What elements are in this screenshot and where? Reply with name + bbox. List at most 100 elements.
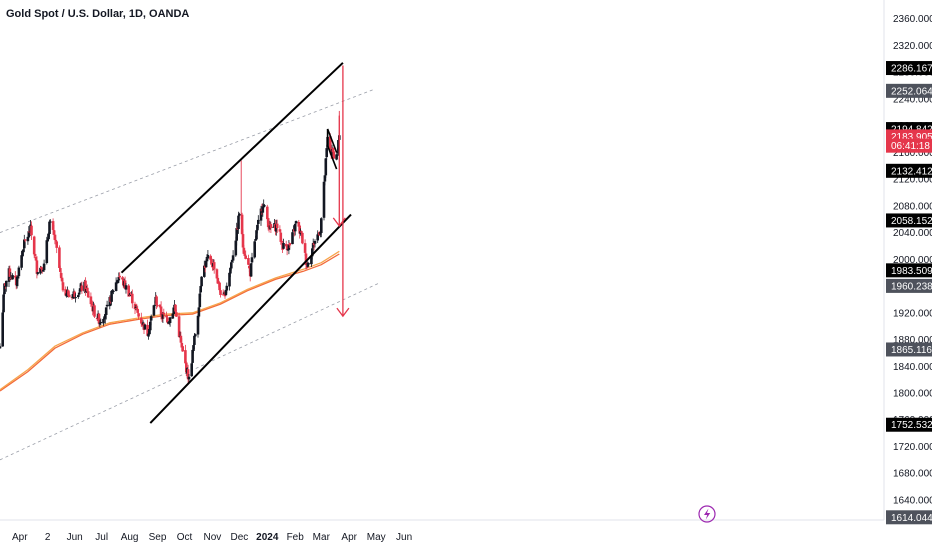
price-label-text: 2252.064 [891,86,932,97]
candle-body [77,295,80,298]
candle-body [323,175,327,182]
price-label: 1752.532 [886,417,932,432]
candle-body [124,285,128,290]
candle-body [153,304,157,306]
candle-body [231,255,235,261]
candle-body [148,328,151,335]
price-tick-label: 1800.000 [893,389,932,400]
candle-body [337,140,340,151]
candle-body [253,241,256,258]
time-tick-label: Aug [121,532,139,543]
candle-body [137,313,140,317]
lightning-icon[interactable] [698,505,716,523]
candle-body [155,296,158,305]
candle-body [168,317,172,324]
candle-body [254,239,257,241]
candle-body [65,293,68,297]
candle-body [287,244,291,250]
candle-body [204,260,208,268]
candle-body [241,234,245,248]
candle-body [133,303,137,310]
candle-body [39,267,42,274]
price-label: 2058.152 [886,213,932,228]
candle-body [278,229,282,232]
candle-body [22,249,25,252]
candle-body [104,314,107,319]
candle-body [306,262,310,267]
candle-body [257,219,260,224]
candle-body [99,322,103,324]
price-label: 2252.064 [886,83,932,98]
dashed-line-lower [0,282,380,461]
time-tick-label: Nov [204,532,222,543]
candle-body [228,272,231,287]
candle-body [198,293,202,307]
price-tick-label: 2240.000 [893,94,932,105]
candle-body [192,345,195,351]
price-label: 1960.238 [886,278,932,293]
candle-body [284,243,288,247]
candle-body [156,305,159,307]
candle-body [175,312,178,317]
candle-body [249,263,253,277]
candle-body [136,309,139,313]
candle-body [200,276,203,287]
target-arrows [332,65,350,318]
candle-body [335,154,338,160]
candle-body [68,294,71,297]
candle-body [172,307,175,315]
candles [0,110,341,384]
candle-body [297,222,301,227]
candle-body [0,346,2,349]
candle-body [118,275,121,278]
channel-upper-line [120,62,344,274]
candle-body [224,289,228,296]
candle-body [105,304,109,307]
candle-body [181,346,184,352]
candle-body [74,297,77,299]
candle-body [331,148,335,153]
candle-body [23,239,27,241]
candle-body [190,363,193,377]
candle-body [285,245,289,251]
candle-body [293,223,297,232]
candle-body [310,255,313,265]
time-tick-label: Apr [341,532,357,543]
candle-body [110,290,113,302]
candle-body [64,289,67,296]
price-tick-label: 2320.000 [893,41,932,52]
candle-body [177,316,181,337]
price-label-text: 2286.167 [891,64,932,75]
candle-body [97,313,101,324]
time-tick-label: Mar [313,532,331,543]
candle-body [259,208,263,221]
price-label: 06:41:18 [886,138,932,153]
candle-body [238,213,241,216]
candle-body [55,241,58,248]
candle-body [78,288,82,292]
candle-body [73,291,76,297]
candle-body [209,256,212,260]
candle-body [159,306,163,316]
flag-pattern [326,128,338,170]
time-tick-label: Oct [177,532,193,543]
candle-body [15,276,19,287]
candle-body [60,277,64,282]
candle-body [197,307,201,317]
candle-body [291,232,294,245]
price-label: 1865.116 [886,342,932,357]
price-tick-label: 1880.000 [893,335,932,346]
candle-body [40,267,43,270]
candle-body [286,249,290,251]
candle-body [104,307,108,316]
candle-body [161,313,165,319]
candle-body [86,291,90,298]
candle-body [11,275,14,280]
time-tick-label: Apr [12,532,28,543]
candle-body [61,282,65,291]
time-tick-label: 2024 [256,532,279,543]
price-label: 2286.167 [886,61,932,76]
price-labels: 2286.1672252.0642194.8422183.90506:41:18… [886,61,932,525]
candle-body [2,294,5,313]
